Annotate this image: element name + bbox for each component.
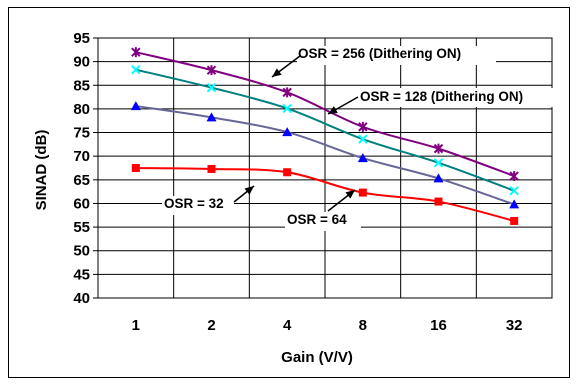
data-point bbox=[283, 168, 292, 177]
data-point bbox=[358, 134, 368, 144]
data-point bbox=[282, 87, 292, 98]
x-tick-label: 4 bbox=[283, 317, 292, 334]
data-point bbox=[282, 103, 292, 114]
y-tick-label: 60 bbox=[73, 195, 90, 212]
annotation-bg bbox=[162, 196, 234, 215]
data-point bbox=[509, 199, 520, 209]
tick-labels: 40 45 50 55 60 65 70 75 80 85 90 95 1 2 4 8 16 32 bbox=[73, 30, 522, 334]
y-tick-label: 55 bbox=[73, 219, 90, 236]
series-1 bbox=[131, 47, 519, 182]
annotation-bg bbox=[285, 212, 361, 231]
annotations: OSR = 256 (Dithering ON) OSR = 128 (Dithe… bbox=[162, 46, 553, 231]
annotation-bg bbox=[358, 88, 553, 107]
series-line bbox=[135, 68, 515, 192]
y-tick-label: 70 bbox=[73, 148, 90, 165]
y-tick-label: 65 bbox=[73, 172, 90, 189]
data-point bbox=[206, 112, 217, 122]
data-point bbox=[433, 158, 444, 168]
data-point bbox=[509, 185, 519, 196]
y-tick-label: 95 bbox=[73, 30, 90, 47]
y-tick-label: 75 bbox=[73, 125, 90, 142]
data-point bbox=[131, 164, 140, 172]
annotation-label: OSR = 32 bbox=[164, 196, 224, 211]
data-point bbox=[358, 121, 368, 132]
x-tick-label: 32 bbox=[506, 317, 523, 334]
series-line bbox=[135, 167, 515, 222]
x-tick-label: 2 bbox=[207, 317, 215, 334]
annotation-arrowhead bbox=[244, 186, 254, 195]
y-tick-label: 50 bbox=[73, 243, 90, 260]
annotation-arrowhead bbox=[345, 190, 355, 199]
data-point bbox=[357, 153, 368, 163]
annotation-label: OSR = 256 (Dithering ON) bbox=[298, 46, 461, 61]
data-point bbox=[433, 143, 444, 154]
y-tick-label: 40 bbox=[73, 290, 90, 307]
annotation-3: OSR = 32 bbox=[162, 185, 255, 215]
annotation-2: OSR = 128 (Dithering ON) bbox=[327, 88, 553, 115]
plot-area bbox=[97, 37, 553, 299]
series-4 bbox=[131, 164, 519, 225]
x-tick-label: 1 bbox=[132, 317, 140, 334]
annotation-label: OSR = 128 (Dithering ON) bbox=[360, 89, 523, 104]
series-layer bbox=[130, 47, 520, 225]
x-tick-label: 16 bbox=[430, 317, 447, 334]
series-line bbox=[135, 105, 515, 206]
annotation-bg bbox=[297, 46, 496, 65]
y-tick-label: 80 bbox=[73, 101, 90, 118]
data-point bbox=[206, 65, 217, 76]
y-tick-label: 90 bbox=[73, 54, 90, 71]
data-point bbox=[206, 82, 217, 93]
series-2 bbox=[131, 64, 519, 196]
y-axis-title: SINAD (dB) bbox=[33, 130, 50, 211]
annotation-1: OSR = 256 (Dithering ON) bbox=[271, 46, 496, 78]
series-line bbox=[135, 51, 515, 177]
data-point bbox=[131, 47, 141, 58]
x-tick-label: 8 bbox=[359, 317, 367, 334]
annotation-arrowhead bbox=[272, 68, 282, 77]
data-point bbox=[130, 101, 141, 111]
data-point bbox=[207, 164, 216, 173]
y-tick-label: 85 bbox=[73, 77, 90, 94]
data-point bbox=[131, 64, 141, 75]
data-point bbox=[433, 173, 444, 183]
data-point bbox=[510, 216, 519, 225]
data-point bbox=[434, 197, 443, 206]
x-axis-title: Gain (V/V) bbox=[281, 349, 353, 366]
data-point bbox=[358, 188, 367, 197]
data-point bbox=[509, 171, 519, 182]
annotation-arrowhead bbox=[328, 106, 338, 114]
series-3 bbox=[130, 101, 520, 209]
y-tick-label: 45 bbox=[73, 266, 90, 283]
annotation-label: OSR = 64 bbox=[287, 212, 347, 227]
data-point bbox=[282, 127, 293, 137]
annotation-4: OSR = 64 bbox=[285, 189, 361, 231]
